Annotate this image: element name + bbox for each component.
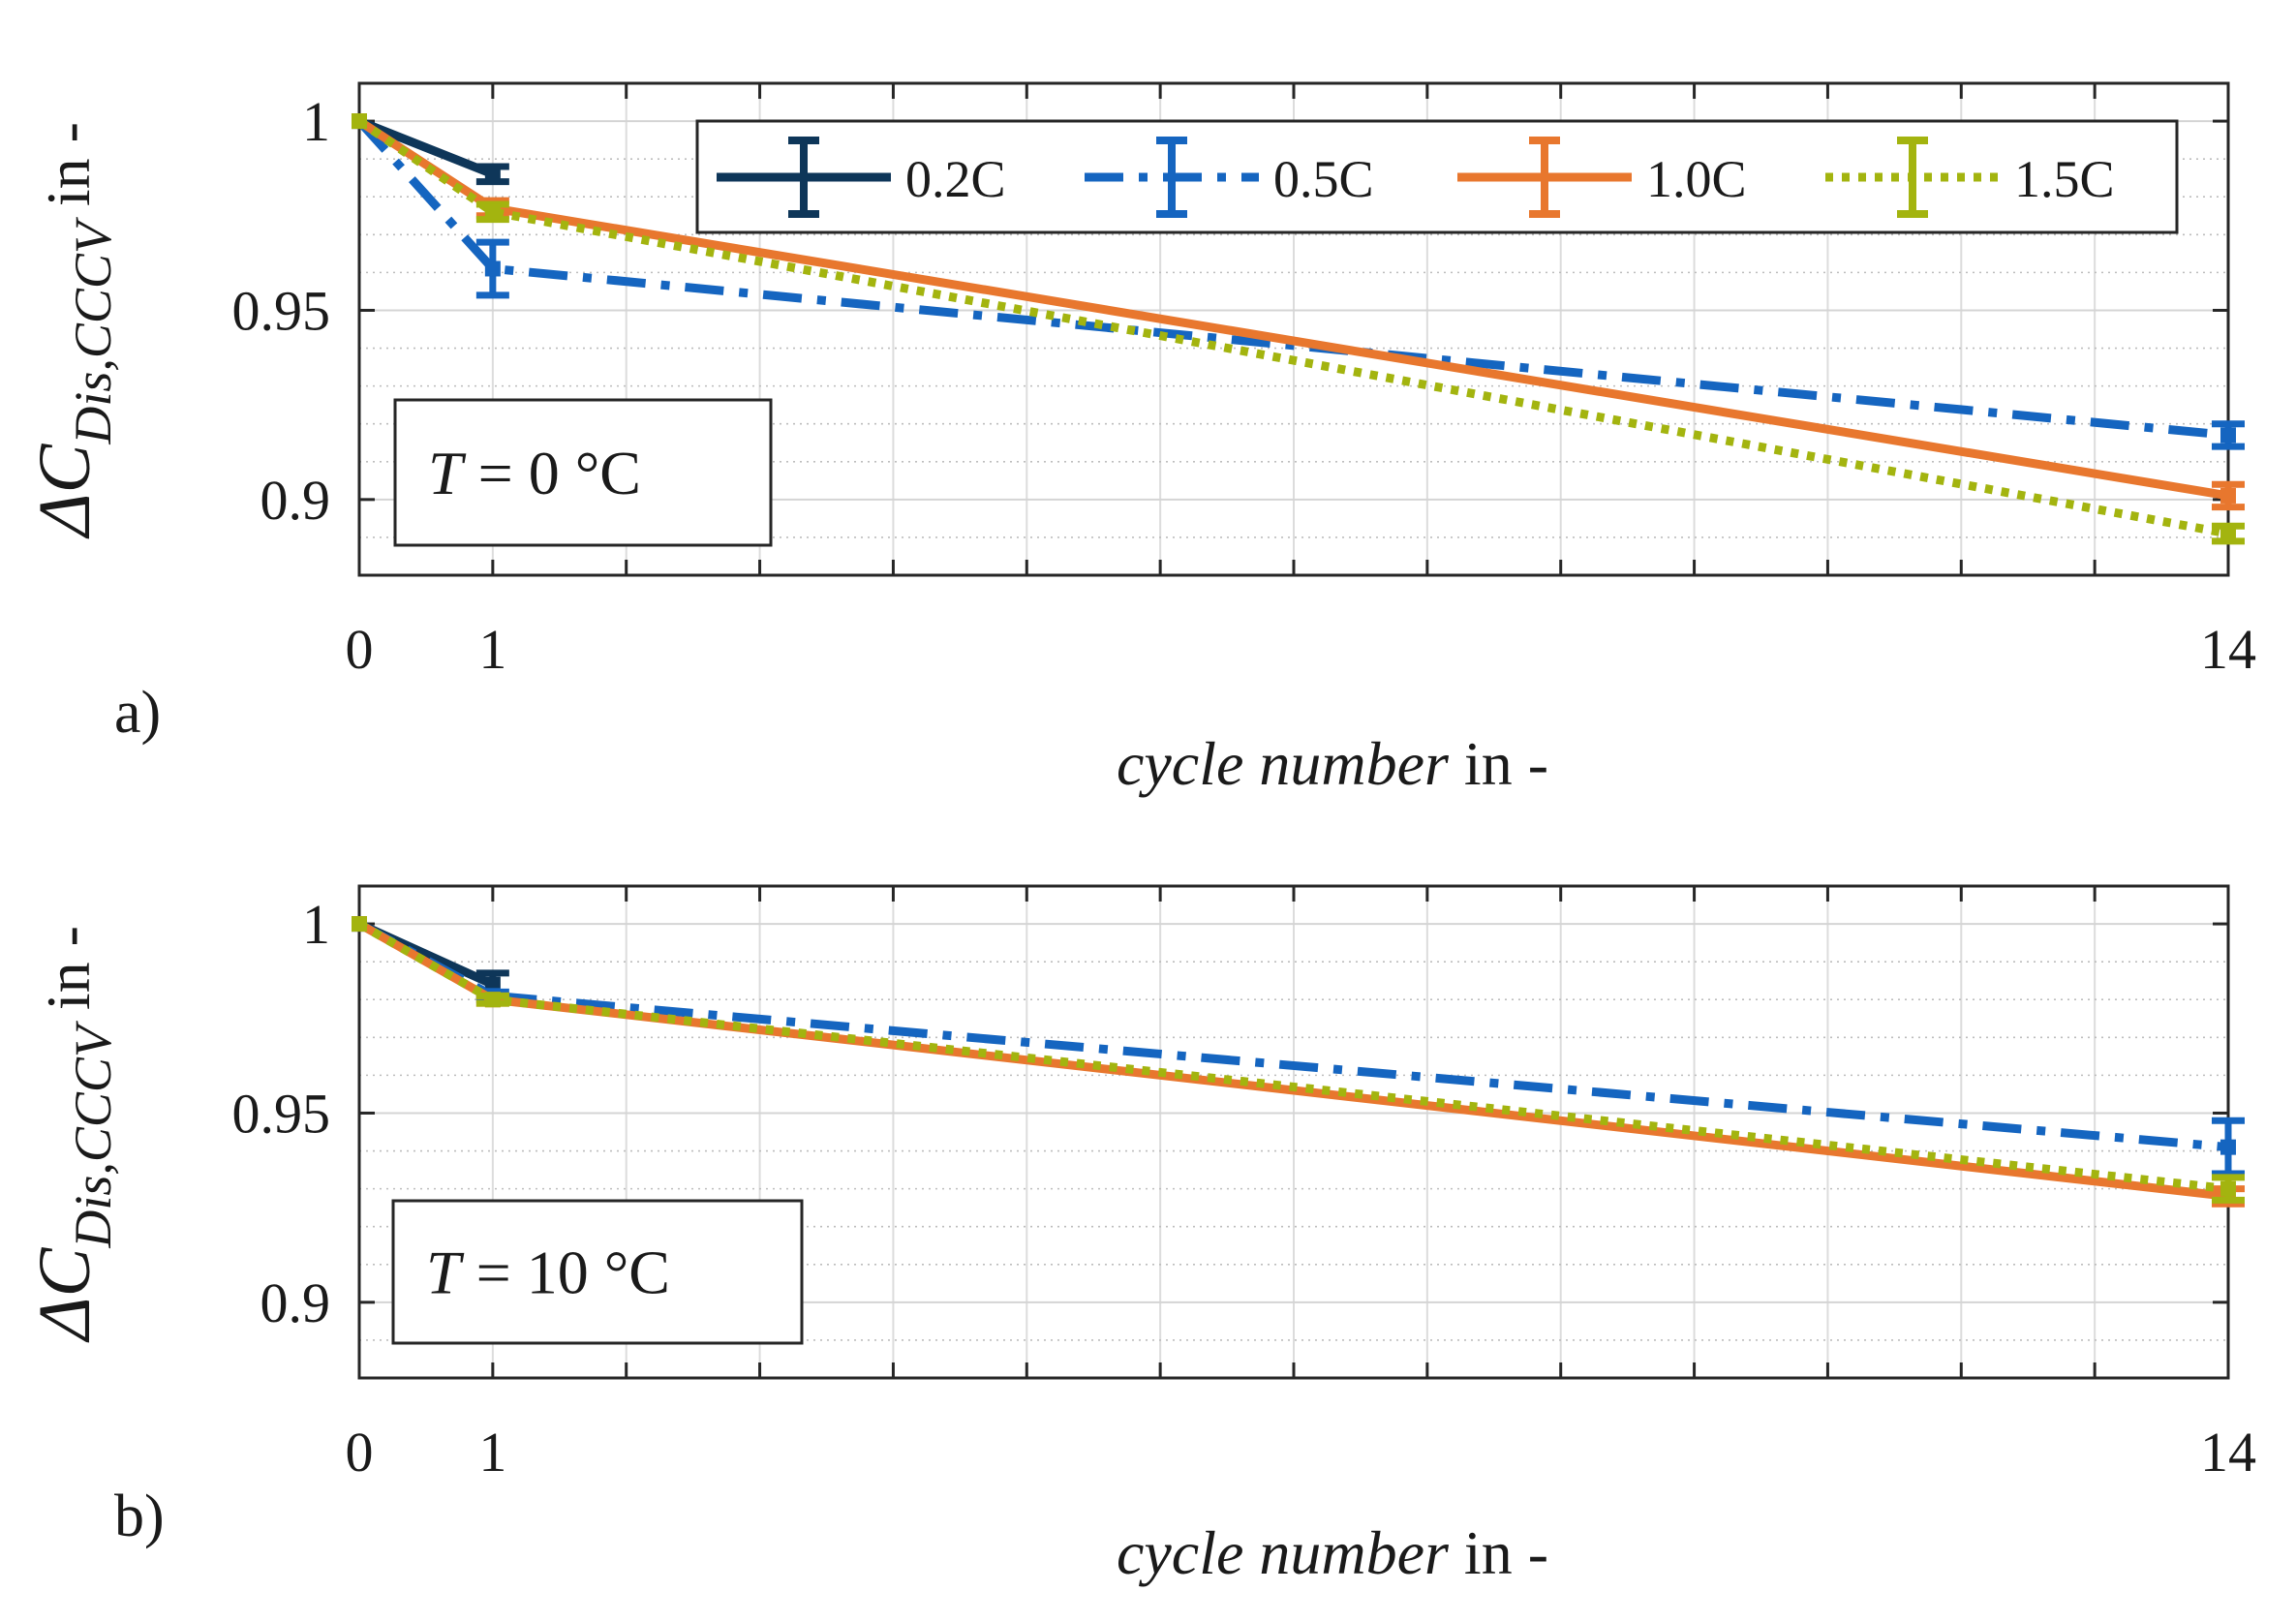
- series-group: [352, 113, 2245, 545]
- legend-label: 1.0C: [1646, 150, 1747, 208]
- y-tick-label: 0.9: [260, 469, 331, 532]
- legend-label: 0.5C: [1273, 150, 1374, 208]
- data-point-1.5C: [2220, 526, 2236, 542]
- x-tick-label: 0: [346, 618, 374, 681]
- legend-label: 0.2C: [905, 150, 1006, 208]
- x-tick-label: 14: [2200, 1421, 2256, 1484]
- x-tick-label: 1: [478, 1421, 506, 1484]
- x-axis-title: cycle number in -: [1117, 1518, 1548, 1587]
- series-line-0.2C: [357, 116, 495, 178]
- panel-label: a): [114, 680, 161, 746]
- data-point-1.5C: [484, 203, 501, 220]
- annotation-box: [391, 1199, 804, 1345]
- annotation-variable: T: [426, 1239, 465, 1307]
- x-axis-title-italic: cycle number: [1117, 729, 1450, 798]
- series-line-1.5C: [356, 117, 2229, 538]
- x-axis-title-italic: cycle number: [1117, 1518, 1450, 1587]
- data-point-0.2C: [484, 166, 501, 182]
- y-tick-label: 0.95: [232, 1082, 331, 1145]
- panel-label: b): [114, 1484, 165, 1549]
- annotation-text: T = 0 °C: [428, 439, 641, 507]
- annotation-box: [393, 398, 773, 547]
- y-axis-title-symbol: ΔC: [24, 1246, 106, 1343]
- legend: 0.2C 0.5C 1.0C 1.5C: [695, 119, 2179, 234]
- x-axis-title-unit: in -: [1449, 1518, 1548, 1587]
- legend-item-0.2C: 0.2C: [717, 137, 1006, 218]
- y-axis-title: ΔCDis,CCCV in -: [24, 122, 122, 539]
- x-tick-label: 0: [346, 1421, 374, 1484]
- legend-item-1.0C: 1.0C: [1457, 137, 1747, 218]
- y-tick-label: 0.95: [232, 279, 331, 342]
- x-tick-label: 14: [2200, 618, 2256, 681]
- data-point-1.5C: [352, 916, 367, 933]
- legend-item-0.5C: 0.5C: [1085, 137, 1374, 218]
- y-tick-label: 1: [302, 90, 330, 153]
- annotation-value: = 0 °C: [463, 439, 641, 507]
- legend-item-1.5C: 1.5C: [1825, 137, 2115, 218]
- y-tick-label: 1: [302, 893, 330, 956]
- annotation-variable: T: [428, 439, 467, 507]
- data-point-0.5C: [484, 260, 501, 277]
- data-point-0.5C: [2220, 1139, 2236, 1155]
- data-point-1.5C: [2220, 1180, 2236, 1197]
- data-point-1.5C: [484, 992, 501, 1008]
- y-axis-title-unit: in -: [34, 122, 103, 222]
- series-group: [352, 916, 2245, 1208]
- y-axis-title-subscript: Dis,CCCV: [64, 1020, 122, 1249]
- y-axis-title: ΔCDis,CCCV in -: [24, 926, 122, 1343]
- y-axis-title-symbol: ΔC: [24, 443, 106, 539]
- data-point-0.5C: [2220, 427, 2236, 444]
- series-line-0.5C: [355, 118, 2229, 440]
- x-axis-title-unit: in -: [1449, 729, 1548, 798]
- annotation-value: = 10 °C: [461, 1239, 670, 1307]
- x-axis-title: cycle number in -: [1117, 729, 1548, 798]
- y-axis-title-unit: in -: [34, 926, 103, 1025]
- data-point-1.5C: [352, 113, 367, 130]
- grid: [359, 886, 2228, 1378]
- data-point-1.0C: [2220, 487, 2236, 504]
- annotation-text: T = 10 °C: [426, 1239, 670, 1307]
- series-line-0.5C: [356, 920, 2229, 1152]
- x-tick-label: 1: [478, 618, 506, 681]
- y-tick-label: 0.9: [260, 1271, 331, 1334]
- legend-label: 1.5C: [2014, 150, 2115, 208]
- y-axis-title-subscript: Dis,CCCV: [64, 216, 122, 445]
